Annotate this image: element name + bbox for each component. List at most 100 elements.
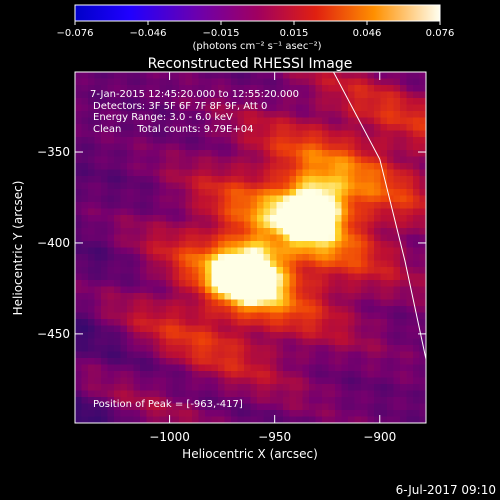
heatmap-cell xyxy=(250,338,258,346)
heatmap-cell xyxy=(419,137,426,144)
heatmap-cell xyxy=(198,312,206,320)
heatmap-cell xyxy=(75,169,82,177)
heatmap-cell xyxy=(101,143,108,151)
heatmap-cell xyxy=(393,111,401,118)
heatmap-cell xyxy=(166,85,173,92)
heatmap-cell xyxy=(153,91,160,99)
heatmap-cell xyxy=(88,156,95,164)
heatmap-cell xyxy=(140,293,147,300)
heatmap-cell xyxy=(367,280,375,287)
heatmap-cell xyxy=(276,390,284,398)
heatmap-cell xyxy=(185,410,193,417)
heatmap-cell xyxy=(322,247,329,255)
heatmap-cell xyxy=(400,195,407,203)
heatmap-cell xyxy=(231,104,238,112)
heatmap-cell xyxy=(81,319,89,326)
heatmap-cell xyxy=(198,390,206,398)
heatmap-cell xyxy=(94,241,102,248)
heatmap-cell xyxy=(172,104,180,112)
heatmap-cell xyxy=(244,416,251,423)
heatmap-cell xyxy=(341,358,349,365)
heatmap-cell xyxy=(192,332,199,339)
heatmap-cell xyxy=(172,390,180,398)
heatmap-cell xyxy=(75,280,82,287)
heatmap-cell xyxy=(185,104,193,112)
heatmap-cell xyxy=(380,195,388,203)
heatmap-cell xyxy=(88,163,95,170)
heatmap-cell xyxy=(101,403,108,411)
heatmap-cell xyxy=(413,182,420,190)
heatmap-cell xyxy=(120,267,128,274)
heatmap-cell xyxy=(133,202,141,209)
heatmap-cell xyxy=(257,293,264,300)
heatmap-cell xyxy=(296,410,303,417)
heatmap-cell xyxy=(75,390,82,398)
heatmap-cell xyxy=(419,117,426,125)
heatmap-cell xyxy=(380,345,388,352)
heatmap-cell xyxy=(289,273,297,281)
heatmap-cell xyxy=(224,202,232,209)
heatmap-cell xyxy=(348,273,355,281)
heatmap-cell xyxy=(296,280,303,287)
heatmap-cell xyxy=(244,351,251,359)
heatmap-cell xyxy=(166,208,173,216)
heatmap-cell xyxy=(185,111,193,118)
heatmap-cell xyxy=(380,410,388,417)
heatmap-cell xyxy=(231,273,238,281)
heatmap-cell xyxy=(218,416,225,423)
heatmap-cell xyxy=(289,182,297,190)
heatmap-cell xyxy=(328,267,336,274)
heatmap-cell xyxy=(88,364,95,372)
heatmap-cell xyxy=(146,189,154,196)
heatmap-cell xyxy=(75,72,82,79)
heatmap-cell xyxy=(166,351,173,359)
heatmap-cell xyxy=(413,163,420,170)
heatmap-cell xyxy=(88,72,95,79)
heatmap-cell xyxy=(205,234,212,242)
heatmap-cell xyxy=(185,280,193,287)
heatmap-cell xyxy=(107,260,115,268)
heatmap-cell xyxy=(419,208,426,216)
heatmap-cell xyxy=(153,98,160,105)
heatmap-cell xyxy=(302,117,310,125)
heatmap-cell xyxy=(374,332,381,339)
heatmap-cell xyxy=(367,260,375,268)
heatmap-cell xyxy=(81,390,89,398)
heatmap-cell xyxy=(101,332,108,339)
heatmap-cell xyxy=(94,338,102,346)
heatmap-cell xyxy=(263,124,271,131)
heatmap-cell xyxy=(120,403,128,411)
heatmap-cell xyxy=(419,215,426,222)
heatmap-cell xyxy=(166,189,173,196)
heatmap-cell xyxy=(198,273,206,281)
heatmap-cell xyxy=(296,111,303,118)
heatmap-cell xyxy=(224,111,232,118)
heatmap-cell xyxy=(387,384,394,391)
heatmap-cell xyxy=(374,371,381,378)
heatmap-cell xyxy=(367,364,375,372)
heatmap-cell xyxy=(88,130,95,138)
heatmap-cell xyxy=(107,228,115,235)
heatmap-cell xyxy=(309,273,316,281)
heatmap-cell xyxy=(283,221,290,229)
heatmap-cell xyxy=(263,403,271,411)
heatmap-cell xyxy=(250,260,258,268)
heatmap-cell xyxy=(361,397,368,404)
heatmap-cell xyxy=(231,111,238,118)
heatmap-cell xyxy=(257,358,264,365)
heatmap-cell xyxy=(224,306,232,313)
heatmap-cell xyxy=(270,293,277,300)
heatmap-cell xyxy=(413,78,420,86)
heatmap-cell xyxy=(133,137,141,144)
heatmap-cell xyxy=(387,72,394,79)
heatmap-cell xyxy=(114,306,121,313)
heatmap-cell xyxy=(400,390,407,398)
heatmap-cell xyxy=(159,358,167,365)
heatmap-cell xyxy=(81,98,89,105)
heatmap-cell xyxy=(380,182,388,190)
heatmap-cell xyxy=(413,325,420,333)
heatmap-cell xyxy=(289,390,297,398)
heatmap-cell xyxy=(361,163,368,170)
heatmap-cell xyxy=(322,332,329,339)
heatmap-cell xyxy=(276,241,284,248)
